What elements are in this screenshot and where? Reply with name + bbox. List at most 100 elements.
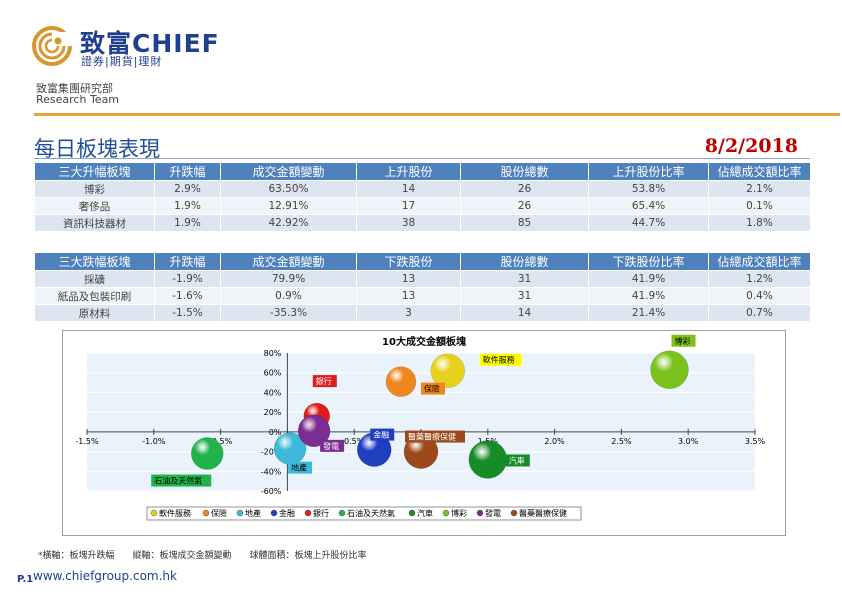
legend-label: 發電 xyxy=(485,509,501,518)
bubble-label: 銀行 xyxy=(316,376,332,386)
brand-tagline: 證券|期貨|理財 xyxy=(81,55,163,68)
table-cell: 42.92% xyxy=(220,214,357,232)
table-cell: 0.7% xyxy=(708,304,811,322)
column-header: 三大跌幅板塊 xyxy=(34,252,155,271)
table-cell: -35.3% xyxy=(220,304,357,322)
table-cell: 41.9% xyxy=(588,270,709,288)
title-divider xyxy=(34,158,810,159)
table-header-row: 三大跌幅板塊 升跌幅 成交金額變動 下跌股份 股份總數 下跌股份比率 佔總成交額… xyxy=(34,252,811,271)
table-cell: 13 xyxy=(356,287,461,305)
y-tick-label: 0% xyxy=(269,428,282,437)
legend-swatch xyxy=(150,509,158,517)
bubble-5 xyxy=(190,437,224,470)
table-cell: 12.91% xyxy=(220,197,357,215)
page-title: 每日板塊表現 xyxy=(34,137,160,161)
chart-title: 10大成交金額板塊 xyxy=(382,335,466,348)
table-cell: 1.2% xyxy=(708,270,811,288)
table-cell: 63.50% xyxy=(220,180,357,198)
table-row: 奢侈品 1.9% 12.91% 17 26 65.4% 0.1% xyxy=(34,197,811,215)
bubble-label-box xyxy=(420,382,445,395)
table-cell: 1.9% xyxy=(154,197,221,215)
table-cell: 資訊科技器材 xyxy=(34,214,155,232)
column-header: 下跌股份 xyxy=(356,252,461,271)
report-date: 8/2/2018 xyxy=(704,135,798,157)
bubble-label: 金融 xyxy=(373,430,389,440)
bubble-label-box xyxy=(479,353,522,366)
table-cell: 65.4% xyxy=(588,197,709,215)
table-cell: 0.9% xyxy=(220,287,357,305)
legend-swatch xyxy=(338,509,346,517)
table-cell: 26 xyxy=(460,180,589,198)
top-gainers-table: 三大升幅板塊 升跌幅 成交金額變動 上升股份 股份總數 上升股份比率 佔總成交額… xyxy=(34,162,811,232)
table-cell: -1.5% xyxy=(154,304,221,322)
bubble-label: 博彩 xyxy=(674,336,690,346)
legend-swatch xyxy=(304,509,312,517)
table-cell: 奢侈品 xyxy=(34,197,155,215)
table-cell: 53.8% xyxy=(588,180,709,198)
bubble-label-box xyxy=(312,375,337,388)
x-tick-label: 3.5% xyxy=(745,437,766,446)
x-tick-label: 0.5% xyxy=(344,437,365,446)
table-row: 採礦 -1.9% 79.9% 13 31 41.9% 1.2% xyxy=(34,270,811,288)
legend-swatch xyxy=(270,509,278,517)
legend-swatch xyxy=(202,509,210,517)
legend-box xyxy=(146,506,582,521)
table-header-row: 三大升幅板塊 升跌幅 成交金額變動 上升股份 股份總數 上升股份比率 佔總成交額… xyxy=(34,162,811,181)
top-losers-table: 三大跌幅板塊 升跌幅 成交金額變動 下跌股份 股份總數 下跌股份比率 佔總成交額… xyxy=(34,252,811,322)
table-cell: 79.9% xyxy=(220,270,357,288)
table-cell: 44.7% xyxy=(588,214,709,232)
y-tick-label: -20% xyxy=(261,448,282,457)
table-row: 資訊科技器材 1.9% 42.92% 38 85 44.7% 1.8% xyxy=(34,214,811,232)
legend-swatch xyxy=(236,509,244,517)
sector-bubble-chart: 10大成交金額板塊 80% 60% 40% 20% 0% -20% -40% -60% -1.5… xyxy=(62,330,786,536)
y-tick-label: -40% xyxy=(261,467,282,476)
table-cell: 1.9% xyxy=(154,214,221,232)
x-tick-label: 2.0% xyxy=(544,437,565,446)
column-header: 佔總成交額比率 xyxy=(708,252,811,271)
legend-label: 保險 xyxy=(211,508,227,518)
x-tick-label: 3.0% xyxy=(678,437,699,446)
table-cell: 0.4% xyxy=(708,287,811,305)
table-cell: 紙品及包裝印刷 xyxy=(34,287,155,305)
chart-footnote: *橫軸：板塊升跌幅 縱軸：板塊成交金額變動 球體面積：板塊上升股份比率 xyxy=(38,551,367,561)
x-tick-label: -1.5% xyxy=(75,437,99,446)
bubble-label: 地產 xyxy=(291,463,307,473)
bubble-8 xyxy=(297,414,331,448)
column-header: 成交金額變動 xyxy=(220,252,357,271)
column-header: 佔總成交額比率 xyxy=(708,162,811,181)
bubble-label-box xyxy=(671,334,696,347)
bubble-label-box xyxy=(370,428,395,441)
x-tick-label: 2.5% xyxy=(611,437,632,446)
brand-logo-text: 致富CHIEF xyxy=(80,29,220,58)
y-tick-label: -60% xyxy=(261,487,282,496)
x-tick-label: -0.5% xyxy=(209,437,233,446)
table-cell: 31 xyxy=(460,270,589,288)
table-row: 紙品及包裝印刷 -1.6% 0.9% 13 31 41.9% 0.4% xyxy=(34,287,811,305)
website-link[interactable]: www.chiefgroup.com.hk xyxy=(33,569,177,583)
y-tick-label: 60% xyxy=(264,369,282,378)
bubble-7 xyxy=(650,350,689,390)
bubble-1 xyxy=(385,366,417,397)
table-cell: 14 xyxy=(460,304,589,322)
column-header: 成交金額變動 xyxy=(220,162,357,181)
table-cell: 0.1% xyxy=(708,197,811,215)
bubble-label: 保險 xyxy=(424,384,440,394)
table-row: 原材料 -1.5% -35.3% 3 14 21.4% 0.7% xyxy=(34,304,811,322)
bubble-label: 汽車 xyxy=(509,455,525,465)
table-cell: 博彩 xyxy=(34,180,155,198)
table-cell: 2.1% xyxy=(708,180,811,198)
table-cell: 採礦 xyxy=(34,270,155,288)
legend-swatch xyxy=(510,509,518,517)
team-name: Research Team xyxy=(36,93,120,106)
bubble-label: 石油及天然氣 xyxy=(154,476,202,486)
legend-label: 博彩 xyxy=(451,508,467,518)
column-header: 上升股份比率 xyxy=(588,162,709,181)
table-cell: 1.8% xyxy=(708,214,811,232)
table-cell: 38 xyxy=(356,214,461,232)
bubble-label: 醫藥醫療保健 xyxy=(408,432,456,442)
y-tick-label: 20% xyxy=(264,408,282,417)
column-header: 股份總數 xyxy=(460,252,589,271)
table-cell: 26 xyxy=(460,197,589,215)
table-cell: 原材料 xyxy=(34,304,155,322)
column-header: 下跌股份比率 xyxy=(588,252,709,271)
